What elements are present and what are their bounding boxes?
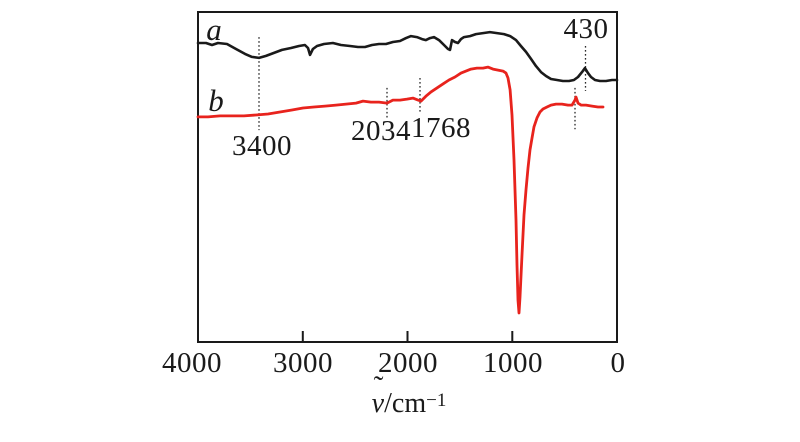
curve-b-label: b	[208, 83, 224, 118]
annotation-2034: 2034	[351, 115, 411, 147]
curve-a-label: a	[206, 12, 222, 47]
annotation-3400: 3400	[232, 130, 292, 162]
x-axis-tick-marks	[301, 331, 514, 341]
x-tick-2000: 2000	[378, 347, 438, 379]
annotation-1768: 1768	[411, 112, 471, 144]
annotation-430: 430	[563, 13, 609, 45]
x-tick-4000: 4000	[162, 347, 222, 379]
x-tick-1000: 1000	[483, 347, 543, 379]
spectrum-curve-a	[196, 30, 619, 83]
x-axis-title: ˜ ν/cm−1	[371, 370, 447, 419]
tilde-accent: ˜	[373, 370, 384, 403]
x-tick-0: 0	[610, 347, 626, 379]
nu-symbol: ˜ ν	[371, 370, 385, 419]
axis-unit-text: /cm	[384, 388, 427, 419]
plot-border-box	[197, 11, 618, 343]
axis-unit-exponent: −1	[426, 390, 447, 411]
x-tick-3000: 3000	[273, 347, 333, 379]
spectrum-curve-b	[196, 65, 605, 315]
